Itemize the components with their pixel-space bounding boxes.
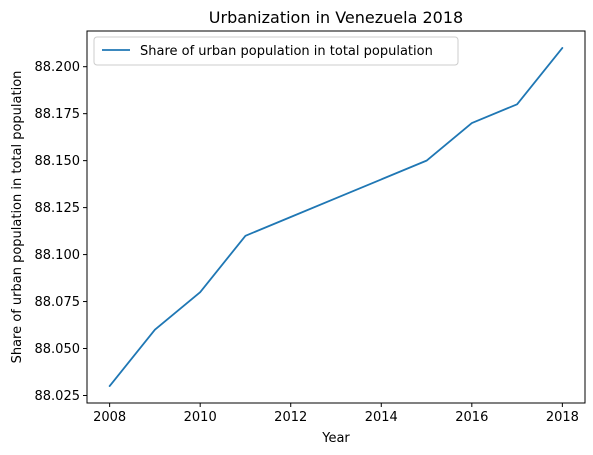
x-axis-title: Year <box>321 431 350 446</box>
legend-frame <box>93 36 459 66</box>
x-tick-label: 2010 <box>184 410 217 425</box>
series-line <box>108 47 564 387</box>
plot-area: 2008 2010 2012 2014 2016 2018 88.025 88.050 88.0… <box>35 30 586 425</box>
y-tick-label: 88.200 <box>35 60 81 75</box>
legend: Share of urban population in total popul… <box>93 36 459 66</box>
y-tick-label: 88.150 <box>35 154 81 169</box>
y-axis-title: Share of urban population in total popul… <box>10 71 25 364</box>
x-tick-label: 2012 <box>274 410 307 425</box>
legend-label: Share of urban population in total popul… <box>140 44 433 59</box>
y-tick-label: 88.100 <box>35 248 81 263</box>
x-tick-label: 2016 <box>455 410 488 425</box>
plot-frame <box>86 30 586 404</box>
y-tick-label: 88.075 <box>35 295 81 310</box>
y-tick-label: 88.025 <box>35 389 81 404</box>
y-tick-label: 88.125 <box>35 201 81 216</box>
y-tick-label: 88.050 <box>35 342 81 357</box>
x-tick-label: 2018 <box>546 410 579 425</box>
y-tick-label: 88.175 <box>35 107 81 122</box>
x-tick-label: 2014 <box>365 410 398 425</box>
chart-title: Urbanization in Venezuela 2018 <box>209 8 463 27</box>
x-tick-label: 2008 <box>93 410 126 425</box>
